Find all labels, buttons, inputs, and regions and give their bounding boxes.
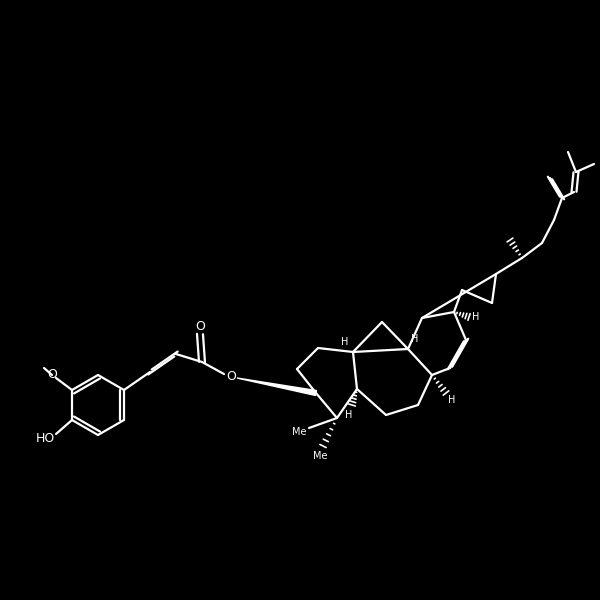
Text: H: H: [472, 312, 479, 322]
Text: O: O: [47, 368, 57, 382]
Text: H: H: [412, 334, 419, 344]
Text: Me: Me: [313, 451, 327, 461]
Text: O: O: [226, 370, 236, 383]
Text: O: O: [195, 319, 205, 332]
Text: H: H: [448, 395, 455, 405]
Text: H: H: [346, 410, 353, 420]
Text: Me: Me: [292, 427, 306, 437]
Polygon shape: [237, 378, 316, 395]
Text: HO: HO: [35, 431, 55, 445]
Text: H: H: [341, 337, 349, 347]
